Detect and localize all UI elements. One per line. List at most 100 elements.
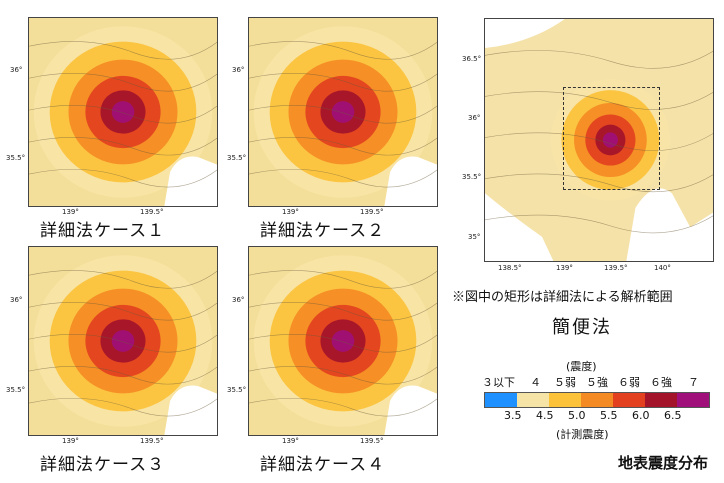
boundary-line bbox=[29, 302, 217, 321]
legend-title: (震度) bbox=[566, 360, 597, 373]
boundary-line bbox=[249, 270, 437, 289]
lon-tick: 139.5° bbox=[604, 264, 628, 272]
intensity-label: ７ bbox=[688, 376, 699, 389]
panel-caption: 詳細法ケース３ bbox=[40, 455, 166, 475]
boundary-line bbox=[249, 73, 437, 92]
boundary-line bbox=[249, 366, 437, 385]
boundary-line bbox=[249, 168, 437, 188]
colorbar-swatch bbox=[677, 393, 709, 407]
intensity-map-simple bbox=[484, 18, 714, 262]
lon-tick: 139° bbox=[556, 264, 573, 272]
panel-caption: 詳細法ケース１ bbox=[40, 221, 166, 241]
colorbar-swatch bbox=[645, 393, 677, 407]
intensity-zone bbox=[331, 330, 355, 352]
lat-tick: 36° bbox=[232, 66, 245, 74]
boundary-line bbox=[29, 397, 217, 417]
legend-subtitle: (計測震度) bbox=[556, 428, 609, 441]
intensity-value: 5.5 bbox=[600, 409, 618, 422]
intensity-zone bbox=[111, 101, 135, 123]
lon-tick: 138.5° bbox=[498, 264, 522, 272]
boundary-line bbox=[249, 334, 437, 353]
colorbar-swatch bbox=[549, 393, 581, 407]
lon-tick: 139° bbox=[62, 437, 79, 445]
boundary-line bbox=[249, 105, 437, 124]
lat-tick: 36.5° bbox=[462, 55, 482, 63]
lon-tick: 139° bbox=[62, 208, 79, 216]
lat-tick: 35° bbox=[468, 233, 481, 241]
boundary-line bbox=[249, 137, 437, 156]
lat-tick: 35.5° bbox=[462, 173, 482, 181]
lon-tick: 139.5° bbox=[360, 437, 384, 445]
lon-tick: 139° bbox=[282, 208, 299, 216]
lon-tick: 139.5° bbox=[360, 208, 384, 216]
intensity-field bbox=[29, 26, 217, 206]
lat-tick: 36° bbox=[468, 114, 481, 122]
intensity-value: 6.0 bbox=[632, 409, 650, 422]
figure-title: 地表震度分布 bbox=[618, 454, 709, 472]
intensity-zone bbox=[331, 101, 355, 123]
boundary-line bbox=[485, 173, 713, 193]
intensity-field bbox=[29, 255, 217, 435]
colorbar bbox=[484, 392, 710, 408]
analysis-area-rect bbox=[562, 86, 661, 191]
intensity-map-case2 bbox=[248, 17, 438, 207]
intensity-values: 3.5 4.5 5.0 5.5 6.0 6.5 bbox=[476, 409, 712, 423]
boundary-line bbox=[29, 137, 217, 156]
intensity-map-case1 bbox=[28, 17, 218, 207]
lat-tick: 36° bbox=[232, 296, 245, 304]
intensity-value: 6.5 bbox=[664, 409, 682, 422]
sea-area bbox=[164, 385, 217, 435]
intensity-value: 5.0 bbox=[568, 409, 586, 422]
sea-area bbox=[384, 156, 437, 206]
lat-tick: 35.5° bbox=[227, 386, 247, 394]
lat-tick: 35.5° bbox=[6, 154, 26, 162]
intensity-labels: ３以下 ４ ５弱 ５強 ６弱 ６強 ７ bbox=[476, 374, 712, 389]
intensity-label: ４ bbox=[530, 376, 541, 389]
lon-tick: 139.5° bbox=[140, 208, 164, 216]
boundary-line bbox=[485, 50, 713, 69]
intensity-label: ３以下 bbox=[482, 376, 515, 389]
lat-tick: 35.5° bbox=[6, 386, 26, 394]
intensity-label: ６弱 bbox=[618, 376, 640, 389]
lon-tick: 140° bbox=[654, 264, 671, 272]
sea-area bbox=[384, 385, 437, 435]
intensity-label: ５強 bbox=[586, 376, 608, 389]
intensity-label: ５弱 bbox=[554, 376, 576, 389]
intensity-field bbox=[249, 26, 437, 206]
analysis-area-note: ※図中の矩形は詳細法による解析範囲 bbox=[452, 290, 673, 305]
boundary-line bbox=[29, 41, 217, 60]
colorbar-swatch bbox=[485, 393, 517, 407]
colorbar-swatch bbox=[613, 393, 645, 407]
boundary-line bbox=[29, 73, 217, 92]
intensity-zone bbox=[602, 132, 618, 148]
intensity-map-case3 bbox=[28, 246, 218, 436]
boundary-line bbox=[249, 302, 437, 321]
lon-tick: 139.5° bbox=[140, 437, 164, 445]
simple-method-label: 簡便法 bbox=[552, 317, 612, 338]
intensity-value: 4.5 bbox=[536, 409, 554, 422]
panel-caption: 詳細法ケース２ bbox=[260, 221, 386, 241]
lat-tick: 36° bbox=[10, 296, 23, 304]
sea-area bbox=[485, 19, 713, 261]
boundary-line bbox=[249, 397, 437, 417]
intensity-field bbox=[485, 19, 713, 261]
boundary-line bbox=[29, 270, 217, 289]
lat-tick: 35.5° bbox=[227, 154, 247, 162]
colorbar-swatch bbox=[581, 393, 613, 407]
intensity-field bbox=[249, 255, 437, 435]
intensity-zone bbox=[111, 330, 135, 352]
lat-tick: 36° bbox=[10, 66, 23, 74]
intensity-label: ６強 bbox=[650, 376, 672, 389]
lon-tick: 139° bbox=[282, 437, 299, 445]
boundary-line bbox=[29, 105, 217, 124]
intensity-map-case4 bbox=[248, 246, 438, 436]
sea-area bbox=[164, 156, 217, 206]
boundary-line bbox=[249, 41, 437, 60]
boundary-line bbox=[29, 168, 217, 188]
intensity-value: 3.5 bbox=[504, 409, 522, 422]
colorbar-swatch bbox=[517, 393, 549, 407]
boundary-line bbox=[485, 132, 713, 151]
boundary-line bbox=[29, 366, 217, 385]
boundary-line bbox=[485, 91, 713, 110]
boundary-line bbox=[29, 334, 217, 353]
